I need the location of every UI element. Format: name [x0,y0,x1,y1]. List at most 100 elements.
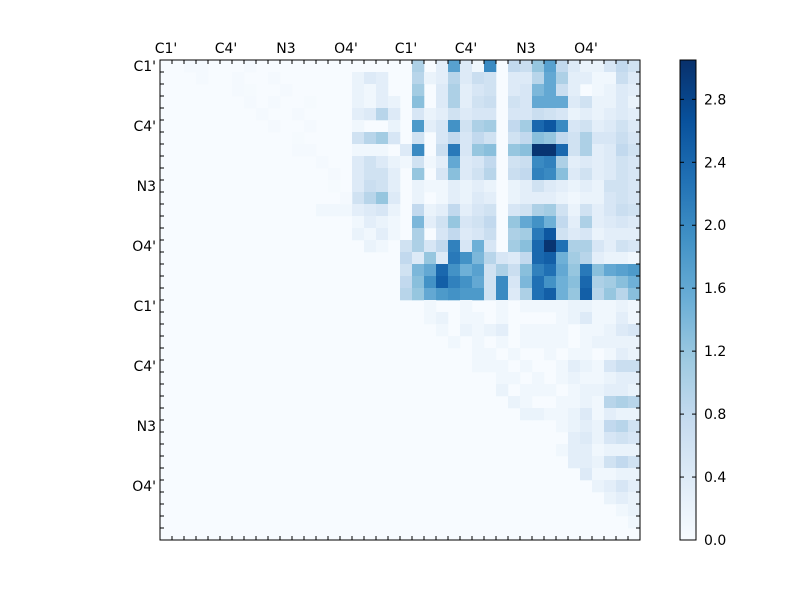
heatmap-cell [628,408,641,421]
heatmap-cell [424,72,437,85]
heatmap-cell [604,384,617,397]
heatmap-axes: C1' C4' N3 O4' C1' C4' N3 O4' C1' C4' N3 O4' C1' C4' N… [132,41,641,541]
heatmap-cell [244,60,257,73]
heatmap-cell [628,96,641,109]
heatmap-cell [460,108,473,121]
heatmap-cell [604,156,617,169]
heatmap-cell [412,288,425,301]
heatmap-cell [628,228,641,241]
heatmap-cell [592,372,605,385]
heatmap-cell [604,336,617,349]
heatmap-cell [520,216,533,229]
heatmap-cell [472,72,485,85]
heatmap-cell [628,492,641,505]
heatmap-cell [532,168,545,181]
heatmap-cell [256,108,269,121]
heatmap-cell [556,120,569,133]
heatmap-cell [496,300,509,313]
heatmap-cell [568,240,581,253]
heatmap-cell [508,288,521,301]
heatmap-cell [616,432,629,445]
heatmap-cell [592,144,605,157]
heatmap-cell [460,204,473,217]
heatmap-cell [460,156,473,169]
heatmap-cell [544,120,557,133]
heatmap-cell [616,72,629,85]
heatmap-cell [556,408,569,421]
heatmap-cell [628,72,641,85]
heatmap-cell [496,336,509,349]
heatmap-cell [436,324,449,337]
heatmap-cell [532,228,545,241]
heatmap-cell [436,72,449,85]
heatmap-cell [508,240,521,253]
y-tick-label: C4' [133,119,156,135]
colorbar-gradient [680,60,696,540]
heatmap-cell [376,132,389,145]
heatmap-cell [472,336,485,349]
heatmap-cell [532,276,545,289]
heatmap-cell [508,132,521,145]
heatmap-cell [232,84,245,97]
heatmap-cell [592,300,605,313]
heatmap-cell [568,396,581,409]
heatmap-cell [604,132,617,145]
heatmap-cell [628,516,641,529]
heatmap-cell [436,264,449,277]
heatmap-cell [340,204,353,217]
heatmap-cell [580,96,593,109]
heatmap-cell [616,252,629,265]
heatmap-cell [532,156,545,169]
heatmap-cell [556,264,569,277]
heatmap-cell [376,180,389,193]
heatmap-cell [376,216,389,229]
heatmap-cell [292,108,305,121]
heatmap-cell [340,192,353,205]
heatmap-cell [472,228,485,241]
heatmap-cell [592,180,605,193]
heatmap-cell [580,300,593,313]
heatmap-cell [460,324,473,337]
heatmap-cell [544,324,557,337]
heatmap-cell [604,492,617,505]
heatmap-cell [628,120,641,133]
heatmap-cell [556,168,569,181]
y-tick-label: C4' [133,359,156,375]
heatmap-cell [616,456,629,469]
heatmap-cell [328,180,341,193]
heatmap-cell [604,60,617,73]
heatmap-cell [616,348,629,361]
heatmap-cell [436,168,449,181]
y-tick-label: O4' [132,239,156,255]
heatmap-cell [592,228,605,241]
heatmap-cell [592,240,605,253]
heatmap-cell [364,132,377,145]
heatmap-cell [616,336,629,349]
y-tick-label: O4' [132,479,156,495]
heatmap-cell [532,288,545,301]
heatmap-cell [436,132,449,145]
heatmap-cell [328,168,341,181]
heatmap-cell [544,168,557,181]
heatmap-cell [580,396,593,409]
colorbar-tick-label: 1.6 [704,281,726,297]
heatmap-cell [268,72,281,85]
heatmap-cell [508,216,521,229]
heatmap-cell [628,60,641,73]
heatmap-cell [628,480,641,493]
heatmap-cell [628,84,641,97]
heatmap-cell [580,456,593,469]
y-tick-label: C1' [133,59,156,75]
heatmap-cell [544,300,557,313]
heatmap-cell [556,60,569,73]
heatmap-cell [616,180,629,193]
heatmap-cell [412,216,425,229]
heatmap-cell [556,300,569,313]
heatmap-cell [544,264,557,277]
heatmap-cell [436,60,449,73]
heatmap-cell [556,288,569,301]
heatmap-cell [628,420,641,433]
heatmap-cell [532,72,545,85]
heatmap-cell [592,312,605,325]
heatmap-cell [592,456,605,469]
